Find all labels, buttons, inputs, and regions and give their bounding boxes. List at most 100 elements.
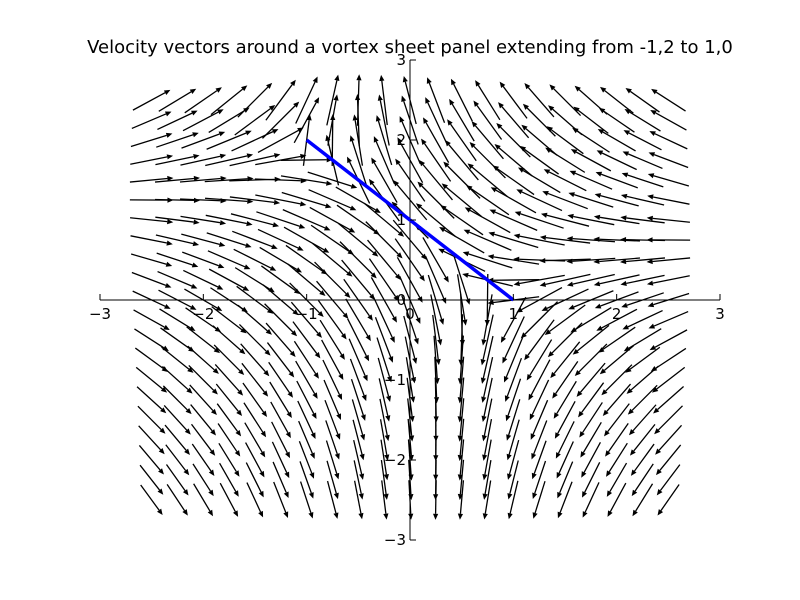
velocity-arrow xyxy=(265,322,296,357)
velocity-arrow xyxy=(513,233,565,246)
velocity-arrow xyxy=(566,257,616,264)
velocity-arrow xyxy=(622,151,663,170)
velocity-arrow xyxy=(312,242,353,277)
velocity-arrow xyxy=(261,101,300,139)
velocity-arrow xyxy=(424,255,447,304)
velocity-arrow xyxy=(566,236,616,243)
velocity-arrow xyxy=(496,122,531,158)
velocity-arrow xyxy=(158,289,197,310)
velocity-arrow xyxy=(530,399,549,440)
velocity-arrow xyxy=(594,291,639,309)
velocity-arrow xyxy=(216,403,242,437)
velocity-arrow xyxy=(467,163,508,198)
velocity-arrow xyxy=(539,235,591,244)
velocity-arrow xyxy=(351,399,366,441)
velocity-arrow xyxy=(427,274,445,325)
velocity-arrow xyxy=(309,206,356,233)
velocity-arrow xyxy=(656,444,682,476)
velocity-arrow xyxy=(430,294,443,346)
velocity-arrow xyxy=(280,157,333,163)
velocity-arrow xyxy=(581,441,602,478)
velocity-arrow xyxy=(378,378,391,422)
velocity-arrow xyxy=(518,167,561,194)
velocity-arrow xyxy=(350,378,366,421)
velocity-arrow xyxy=(419,160,453,201)
velocity-arrow xyxy=(165,464,189,496)
velocity-arrow xyxy=(273,481,289,518)
velocity-arrow xyxy=(552,361,579,399)
velocity-arrow xyxy=(463,229,512,251)
velocity-arrow xyxy=(326,74,340,126)
velocity-arrow xyxy=(140,484,163,516)
velocity-arrow xyxy=(245,462,264,498)
velocity-arrow xyxy=(504,357,523,402)
velocity-arrow xyxy=(133,309,170,331)
velocity-arrow xyxy=(322,359,343,401)
velocity-arrow xyxy=(155,154,200,166)
velocity-arrow xyxy=(439,227,485,254)
velocity-arrow xyxy=(646,215,690,223)
velocity-arrow xyxy=(130,154,174,165)
velocity-arrow xyxy=(473,100,503,140)
velocity-arrow xyxy=(524,83,555,118)
velocity-arrow xyxy=(566,273,615,287)
x-tick-label: 3 xyxy=(715,305,725,323)
velocity-arrow xyxy=(353,439,365,480)
velocity-arrow xyxy=(556,441,574,479)
velocity-arrow xyxy=(469,142,506,179)
velocity-arrow xyxy=(506,399,521,441)
velocity-arrow xyxy=(401,295,419,345)
velocity-arrow xyxy=(190,423,216,456)
velocity-arrow xyxy=(210,287,248,313)
velocity-arrow xyxy=(297,400,316,439)
velocity-arrow xyxy=(627,384,658,415)
velocity-arrow xyxy=(272,461,289,499)
velocity-arrow xyxy=(602,383,632,416)
velocity-arrow xyxy=(392,219,427,260)
velocity-arrow xyxy=(464,207,511,234)
velocity-arrow xyxy=(623,130,662,151)
velocity-arrow xyxy=(526,339,553,381)
velocity-arrow xyxy=(397,137,424,184)
velocity-arrow xyxy=(289,282,324,318)
velocity-arrow xyxy=(343,278,373,321)
velocity-arrow xyxy=(394,238,425,282)
velocity-arrow xyxy=(421,138,452,182)
velocity-arrow xyxy=(371,157,398,203)
velocity-arrow xyxy=(443,161,481,199)
velocity-arrow xyxy=(620,257,666,265)
velocity-arrow xyxy=(579,402,603,438)
velocity-arrow xyxy=(218,442,240,477)
velocity-arrow xyxy=(379,419,390,461)
velocity-arrow xyxy=(181,131,226,149)
velocity-arrow xyxy=(480,314,494,366)
velocity-arrow xyxy=(241,362,269,397)
velocity-arrow xyxy=(597,129,636,152)
velocity-arrow xyxy=(206,232,252,248)
y-tick-label: −2 xyxy=(384,451,406,469)
velocity-arrow xyxy=(280,175,333,186)
velocity-arrow xyxy=(482,439,492,481)
velocity-arrow xyxy=(217,423,241,457)
velocity-arrow xyxy=(433,335,440,385)
velocity-arrow xyxy=(529,379,550,421)
velocity-arrow xyxy=(539,273,591,287)
velocity-arrow xyxy=(500,296,527,343)
velocity-arrow xyxy=(290,301,322,338)
velocity-arrow xyxy=(620,215,665,224)
velocity-arrow xyxy=(573,106,609,134)
velocity-arrow xyxy=(187,345,219,374)
velocity-arrow xyxy=(130,132,173,148)
velocity-arrow xyxy=(244,422,266,458)
velocity-arrow xyxy=(649,329,688,351)
velocity-arrow xyxy=(353,480,364,520)
velocity-arrow xyxy=(190,404,217,436)
velocity-arrow xyxy=(540,212,590,227)
velocity-arrow xyxy=(433,356,440,404)
velocity-arrow xyxy=(402,75,417,125)
velocity-arrow xyxy=(191,443,215,476)
velocity-arrow xyxy=(582,482,600,518)
velocity-arrow xyxy=(507,460,519,500)
velocity-arrow xyxy=(162,365,193,394)
velocity-arrow xyxy=(129,175,174,183)
